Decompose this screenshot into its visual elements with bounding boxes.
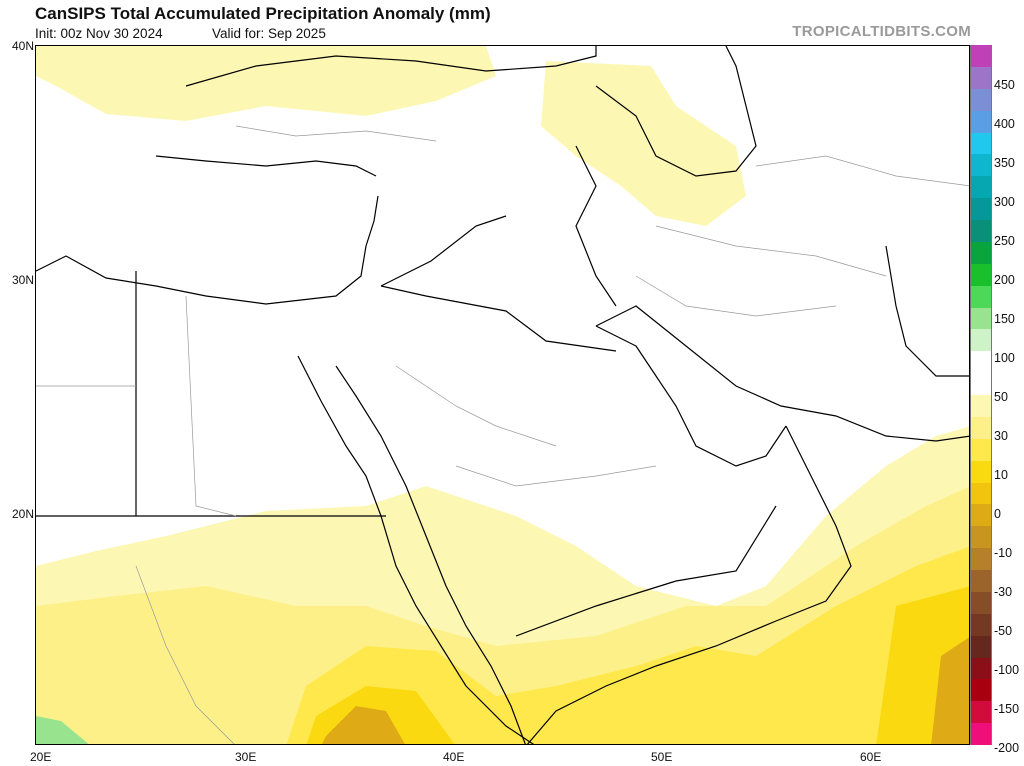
colorbar-swatch <box>970 176 992 199</box>
colorbar-label: 450 <box>994 78 1015 92</box>
anomaly-caucasus <box>541 61 746 226</box>
lon-label-60e: 60E <box>860 750 882 764</box>
colorbar-swatch <box>970 591 992 614</box>
init-time: Init: 00z Nov 30 2024 <box>35 26 163 41</box>
saudi-north-border <box>380 285 617 352</box>
colorbar-swatch <box>970 351 992 374</box>
colorbar-label: 200 <box>994 273 1015 287</box>
lon-label-40e: 40E <box>443 750 465 764</box>
colorbar-swatch <box>970 723 992 745</box>
colorbar-label: 350 <box>994 156 1015 170</box>
colorbar-label: 10 <box>994 468 1008 482</box>
borders <box>36 145 969 637</box>
minor-borders <box>36 125 969 744</box>
pakistan-border <box>885 245 969 377</box>
colorbar-swatch <box>970 198 992 220</box>
lat-label-40n: 40N <box>11 39 34 53</box>
anomaly-south-strong <box>286 546 969 744</box>
valid-time: Valid for: Sep 2025 <box>212 26 326 41</box>
red-sea-east-coast <box>335 365 526 744</box>
colorbar-swatch <box>970 88 992 111</box>
colorbar-label: 100 <box>994 351 1015 365</box>
gulf-coast <box>595 325 787 467</box>
colorbar-swatch <box>970 285 992 308</box>
colorbar-swatch <box>970 635 992 658</box>
colorbar-swatch <box>970 482 992 505</box>
iran-south-coast <box>595 305 969 442</box>
chart-title: CanSIPS Total Accumulated Precipitation … <box>35 4 491 23</box>
colorbar-swatch <box>970 395 992 417</box>
colorbar-swatch <box>970 220 992 242</box>
lon-label-50e: 50E <box>651 750 673 764</box>
iraq-syria-border <box>380 215 507 287</box>
lon-label-30e: 30E <box>235 750 257 764</box>
colorbar-swatch <box>970 504 992 527</box>
colorbar-swatch <box>970 110 992 133</box>
coastlines <box>36 46 969 744</box>
colorbar-label: -100 <box>994 663 1020 677</box>
colorbar <box>970 45 993 745</box>
colorbar-label: -150 <box>994 702 1020 716</box>
anomaly-core <box>322 637 969 744</box>
caspian-coast <box>595 46 757 177</box>
yemen-border <box>515 505 777 637</box>
colorbar-swatch <box>970 416 992 439</box>
arabia-south-coast <box>526 425 852 744</box>
colorbar-label: -10 <box>994 546 1013 560</box>
colorbar-swatch <box>970 438 992 461</box>
colorbar-swatch <box>970 45 992 67</box>
lon-label-20e: 20E <box>30 750 52 764</box>
colorbar-label: 150 <box>994 312 1015 326</box>
colorbar-swatch <box>970 154 992 177</box>
turkey-south-coast <box>155 155 377 177</box>
colorbar-swatch <box>970 679 992 702</box>
colorbar-swatch <box>970 132 992 155</box>
anomaly-map <box>36 46 969 744</box>
colorbar-swatch <box>970 526 992 549</box>
brand-watermark: TROPICALTIDBITS.COM <box>792 23 971 40</box>
colorbar-label: 250 <box>994 234 1015 248</box>
lat-label-20n: 20N <box>11 507 34 521</box>
lat-label-30n: 30N <box>11 273 34 287</box>
colorbar-swatch <box>970 263 992 286</box>
colorbar-label: 300 <box>994 195 1015 209</box>
colorbar-label: -50 <box>994 624 1013 638</box>
colorbar-swatch <box>970 373 992 395</box>
colorbar-label: -200 <box>994 741 1020 755</box>
colorbar-label: 400 <box>994 117 1015 131</box>
colorbar-swatch <box>970 307 992 330</box>
colorbar-label: -30 <box>994 585 1013 599</box>
anomaly-wet <box>36 716 89 744</box>
iran-iraq-border <box>575 145 617 307</box>
red-sea-west-coast <box>297 355 535 744</box>
map-panel <box>35 45 970 745</box>
colorbar-swatch <box>970 66 992 89</box>
colorbar-swatch <box>970 548 992 570</box>
colorbar-swatch <box>970 460 992 483</box>
anomaly-north <box>36 46 496 121</box>
colorbar-label: 30 <box>994 429 1008 443</box>
colorbar-swatch <box>970 241 992 264</box>
colorbar-label: 0 <box>994 507 1001 521</box>
colorbar-label: 50 <box>994 390 1008 404</box>
colorbar-swatch <box>970 570 992 592</box>
anomaly-shading <box>36 46 969 744</box>
mediterranean-south-coast <box>36 195 379 305</box>
colorbar-swatch <box>970 329 992 352</box>
colorbar-swatch <box>970 701 992 724</box>
black-sea-coast <box>185 46 597 87</box>
colorbar-swatch <box>970 657 992 680</box>
colorbar-swatch <box>970 613 992 636</box>
